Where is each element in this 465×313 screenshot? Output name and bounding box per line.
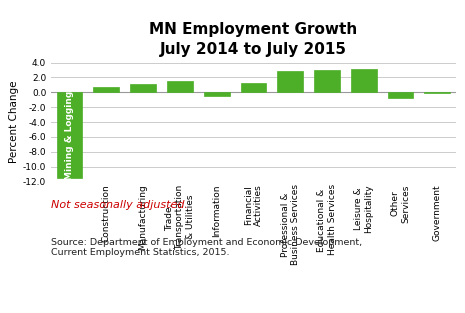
Text: Mining & Logging: Mining & Logging bbox=[65, 91, 74, 180]
Bar bbox=[425, 92, 450, 93]
Bar bbox=[240, 83, 266, 92]
Bar bbox=[57, 92, 82, 178]
Text: Source: Department of Employment and Economic Development,
Current Employment St: Source: Department of Employment and Eco… bbox=[51, 238, 362, 257]
Bar bbox=[167, 81, 193, 92]
Bar bbox=[204, 92, 230, 96]
Bar bbox=[314, 70, 340, 92]
Y-axis label: Percent Change: Percent Change bbox=[9, 81, 19, 163]
Bar bbox=[388, 92, 413, 98]
Text: Not seasonally adjusted.: Not seasonally adjusted. bbox=[51, 200, 188, 210]
Title: MN Employment Growth
July 2014 to July 2015: MN Employment Growth July 2014 to July 2… bbox=[149, 23, 358, 57]
Bar bbox=[93, 87, 119, 92]
Bar bbox=[277, 71, 303, 92]
Bar bbox=[130, 84, 156, 92]
Bar bbox=[351, 69, 377, 92]
